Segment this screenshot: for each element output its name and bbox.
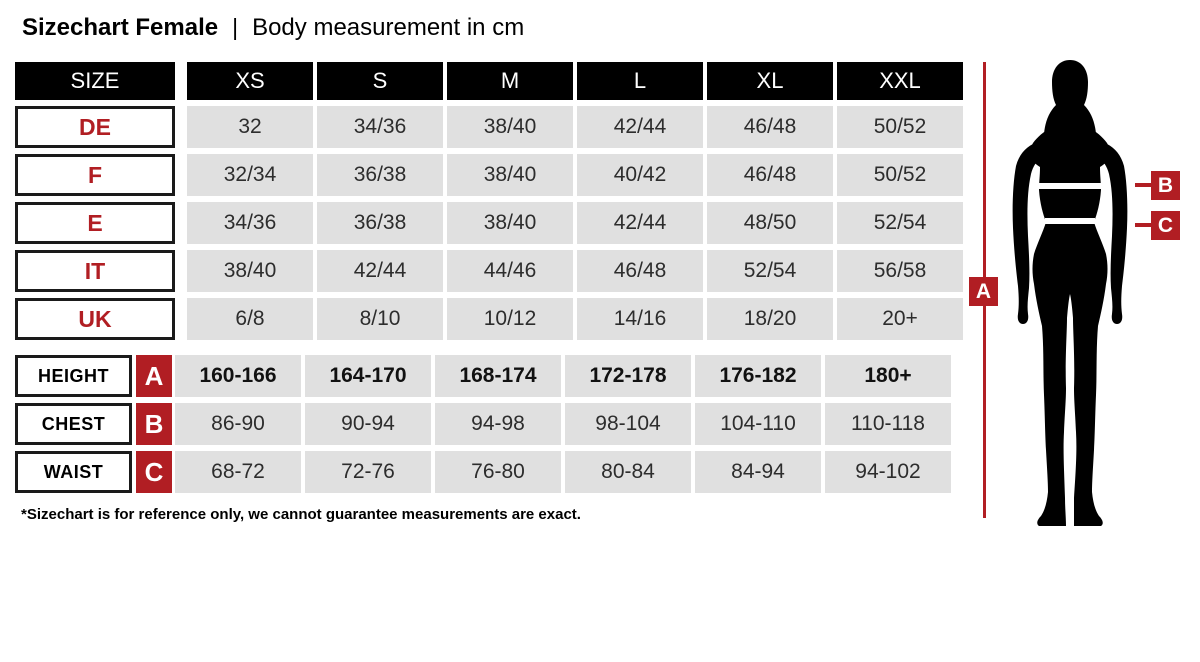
title-main: Sizechart Female xyxy=(22,14,219,41)
size-value-cell: 52/54 xyxy=(837,202,963,244)
table-row-uk: UK 6/8 8/10 10/12 14/16 18/20 20+ xyxy=(15,298,963,340)
size-value-cell: 48/50 xyxy=(707,202,833,244)
size-column-header: SIZE xyxy=(15,62,175,100)
chest-value-cell: 104-110 xyxy=(695,403,821,445)
marker-badge-a-figure: A xyxy=(969,277,998,306)
table-row-e: E 34/36 36/38 38/40 42/44 48/50 52/54 xyxy=(15,202,963,244)
table-row-height: HEIGHT A 160-166 164-170 168-174 172-178… xyxy=(15,355,963,397)
size-table: SIZE XS S M L XL XXL DE 32 34/36 38/40 4… xyxy=(15,62,963,499)
size-value-cell: 46/48 xyxy=(707,154,833,196)
size-value-cell: 36/38 xyxy=(317,202,443,244)
region-label-it: IT xyxy=(15,250,175,292)
size-value-cell: 8/10 xyxy=(317,298,443,340)
size-value-cell: 10/12 xyxy=(447,298,573,340)
measurement-label-chest: CHEST xyxy=(15,403,132,445)
title-subtitle: Body measurement in cm xyxy=(252,14,525,41)
waist-value-cell: 68-72 xyxy=(175,451,301,493)
height-value-cell: 160-166 xyxy=(175,355,301,397)
size-value-cell: 18/20 xyxy=(707,298,833,340)
size-value-cell: 32 xyxy=(187,106,313,148)
table-row-chest: CHEST B 86-90 90-94 94-98 98-104 104-110… xyxy=(15,403,963,445)
size-value-cell: 40/42 xyxy=(577,154,703,196)
column-header-xs: XS xyxy=(187,62,313,100)
column-header-xl: XL xyxy=(707,62,833,100)
chest-value-cell: 110-118 xyxy=(825,403,951,445)
height-value-cell: 176-182 xyxy=(695,355,821,397)
region-label-f: F xyxy=(15,154,175,196)
size-value-cell: 50/52 xyxy=(837,106,963,148)
size-value-cell: 38/40 xyxy=(187,250,313,292)
waist-value-cell: 94-102 xyxy=(825,451,951,493)
size-value-cell: 50/52 xyxy=(837,154,963,196)
measurement-label-waist: WAIST xyxy=(15,451,132,493)
size-value-cell: 38/40 xyxy=(447,106,573,148)
marker-badge-c-table: C xyxy=(136,451,172,493)
size-value-cell: 46/48 xyxy=(577,250,703,292)
size-value-cell: 36/38 xyxy=(317,154,443,196)
column-header-m: M xyxy=(447,62,573,100)
size-value-cell: 6/8 xyxy=(187,298,313,340)
waist-pointer-line xyxy=(1135,223,1152,227)
table-row-de: DE 32 34/36 38/40 42/44 46/48 50/52 xyxy=(15,106,963,148)
size-value-cell: 38/40 xyxy=(447,202,573,244)
region-label-de: DE xyxy=(15,106,175,148)
chest-value-cell: 94-98 xyxy=(435,403,561,445)
height-value-cell: 172-178 xyxy=(565,355,691,397)
marker-badge-a-table: A xyxy=(136,355,172,397)
size-value-cell: 42/44 xyxy=(577,202,703,244)
chest-value-cell: 90-94 xyxy=(305,403,431,445)
height-value-cell: 180+ xyxy=(825,355,951,397)
size-value-cell: 14/16 xyxy=(577,298,703,340)
size-value-cell: 44/46 xyxy=(447,250,573,292)
region-label-e: E xyxy=(15,202,175,244)
size-value-cell: 32/34 xyxy=(187,154,313,196)
chest-value-cell: 86-90 xyxy=(175,403,301,445)
column-header-l: L xyxy=(577,62,703,100)
waist-value-cell: 72-76 xyxy=(305,451,431,493)
size-value-cell: 52/54 xyxy=(707,250,833,292)
female-silhouette-icon xyxy=(1012,60,1128,526)
region-label-uk: UK xyxy=(15,298,175,340)
waist-value-cell: 84-94 xyxy=(695,451,821,493)
waist-value-cell: 80-84 xyxy=(565,451,691,493)
size-value-cell: 34/36 xyxy=(317,106,443,148)
size-value-cell: 38/40 xyxy=(447,154,573,196)
size-value-cell: 42/44 xyxy=(577,106,703,148)
chest-pointer-line xyxy=(1135,183,1152,187)
size-value-cell: 20+ xyxy=(837,298,963,340)
marker-badge-c-figure: C xyxy=(1151,211,1180,240)
disclaimer-footnote: *Sizechart is for reference only, we can… xyxy=(21,506,581,523)
page-title: Sizechart Female | Body measurement in c… xyxy=(22,14,524,42)
column-header-xxl: XXL xyxy=(837,62,963,100)
table-row-waist: WAIST C 68-72 72-76 76-80 80-84 84-94 94… xyxy=(15,451,963,493)
table-row-it: IT 38/40 42/44 44/46 46/48 52/54 56/58 xyxy=(15,250,963,292)
size-value-cell: 56/58 xyxy=(837,250,963,292)
table-row-f: F 32/34 36/38 38/40 40/42 46/48 50/52 xyxy=(15,154,963,196)
title-separator: | xyxy=(232,14,239,40)
waist-value-cell: 76-80 xyxy=(435,451,561,493)
waist-line xyxy=(1045,218,1095,224)
marker-badge-b-table: B xyxy=(136,403,172,445)
column-header-s: S xyxy=(317,62,443,100)
height-value-cell: 168-174 xyxy=(435,355,561,397)
table-header-row: SIZE XS S M L XL XXL xyxy=(15,62,963,100)
chest-value-cell: 98-104 xyxy=(565,403,691,445)
size-value-cell: 42/44 xyxy=(317,250,443,292)
height-value-cell: 164-170 xyxy=(305,355,431,397)
chest-line xyxy=(1037,183,1101,189)
measurement-label-height: HEIGHT xyxy=(15,355,132,397)
size-value-cell: 46/48 xyxy=(707,106,833,148)
marker-badge-b-figure: B xyxy=(1151,171,1180,200)
size-value-cell: 34/36 xyxy=(187,202,313,244)
